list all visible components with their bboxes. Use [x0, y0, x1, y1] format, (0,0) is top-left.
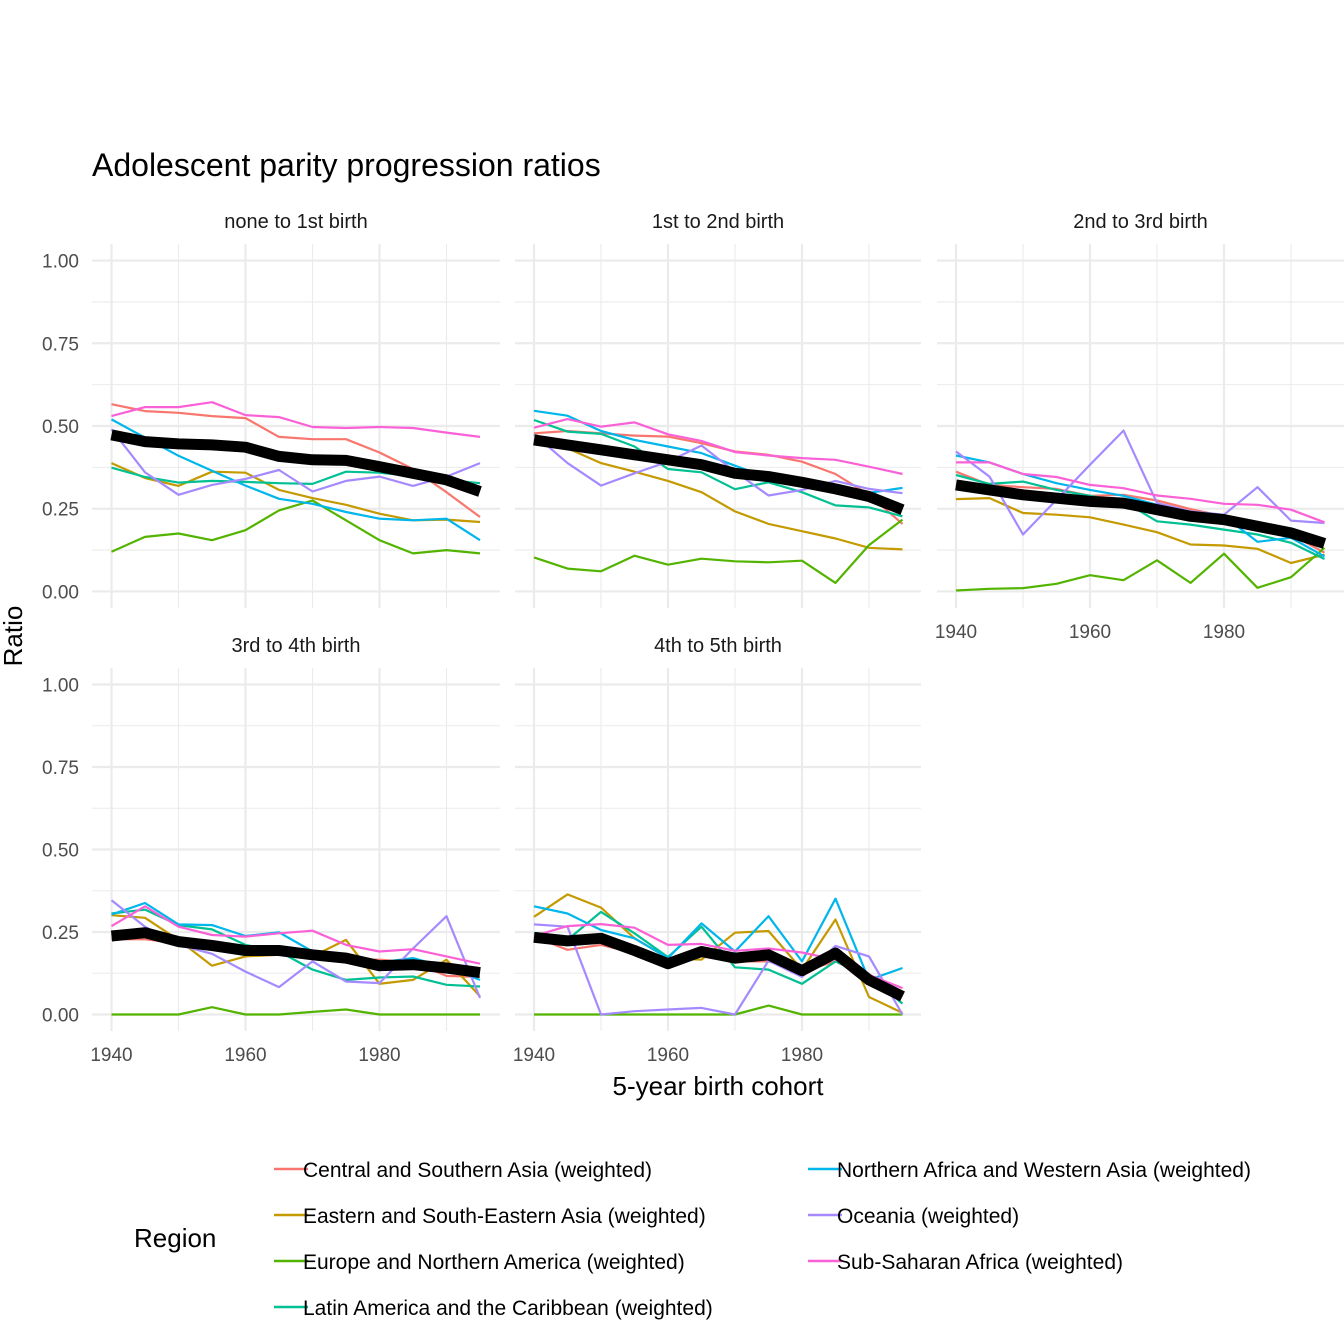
- y-tick-label: 1.00: [42, 676, 79, 697]
- legend-title: Region: [134, 1223, 216, 1253]
- series-line: [533, 418, 903, 476]
- x-tick-label: 1960: [224, 1045, 266, 1066]
- x-tick-label: 1980: [1203, 622, 1245, 643]
- series-line: [533, 923, 904, 1016]
- series-line: [110, 418, 481, 542]
- series-line: [533, 418, 903, 518]
- y-tick-label: 0.50: [42, 417, 79, 438]
- series-line: [955, 429, 1325, 536]
- legend-label: Eastern and South-Eastern Asia (weighted…: [303, 1205, 706, 1228]
- series-line: [110, 905, 481, 965]
- series-line: [956, 461, 1325, 524]
- x-tick-label: 1940: [935, 622, 977, 643]
- y-tick-label: 0.25: [42, 923, 79, 944]
- y-tick-label: 1.00: [42, 252, 79, 273]
- x-axis-title: 5-year birth cohort: [613, 1071, 825, 1101]
- legend-label: Europe and Northern America (weighted): [303, 1251, 685, 1274]
- series-line: [533, 518, 904, 585]
- series-line-overall: [110, 927, 481, 979]
- legend-item: Latin America and the Caribbean (weighte…: [274, 1297, 713, 1320]
- series-line: [111, 499, 481, 555]
- legend: Region Central and Southern Asia (weight…: [134, 1159, 1251, 1320]
- facet-strip-title: none to 1st birth: [224, 211, 367, 233]
- x-tick-label: 1940: [90, 1045, 132, 1066]
- facet-panel: 1st to 2nd birth: [515, 211, 921, 608]
- series-line: [533, 433, 903, 497]
- series-line-overall: [110, 429, 482, 497]
- series-line-overall: [533, 434, 905, 515]
- legend-item: Europe and Northern America (weighted): [274, 1251, 685, 1274]
- chart-title: Adolescent parity progression ratios: [92, 147, 601, 183]
- facet-strip-title: 3rd to 4th birth: [232, 635, 361, 657]
- series-line: [111, 901, 481, 981]
- facet-panel: 3rd to 4th birth 0.00 0.25 0.50 0.75 1.00 1940…: [42, 635, 500, 1066]
- legend-item: Oceania (weighted): [808, 1205, 1019, 1228]
- facet-strip-title: 1st to 2nd birth: [652, 211, 784, 233]
- series-line: [534, 1004, 903, 1016]
- series-line: [955, 497, 1325, 565]
- y-tick-label: 0.00: [42, 582, 79, 603]
- facet-panels: none to 1st birth 0.00 0.25 0.50 0.75 1.00 1st…: [42, 211, 1344, 1066]
- facet-panel: none to 1st birth 0.00 0.25 0.50 0.75 1.00: [42, 211, 500, 608]
- y-tick-label: 0.50: [42, 841, 79, 862]
- legend-item: Northern Africa and Western Asia (weight…: [808, 1159, 1251, 1182]
- y-tick-label: 0.75: [42, 334, 79, 355]
- facet-panel: 2nd to 3rd birth 1940 1960 1980: [935, 211, 1344, 643]
- series-line: [110, 428, 481, 496]
- y-tick-label: 0.75: [42, 758, 79, 779]
- series-line: [533, 433, 903, 551]
- legend-label: Central and Southern Asia (weighted): [303, 1159, 652, 1182]
- x-tick-label: 1980: [781, 1045, 823, 1066]
- x-tick-label: 1940: [513, 1045, 555, 1066]
- facet-strip-title: 4th to 5th birth: [654, 635, 782, 657]
- legend-label: Sub-Saharan Africa (weighted): [837, 1251, 1123, 1274]
- x-tick-label: 1960: [647, 1045, 689, 1066]
- facet-strip-title: 2nd to 3rd birth: [1073, 211, 1208, 233]
- legend-label: Latin America and the Caribbean (weighte…: [303, 1297, 713, 1320]
- y-tick-label: 0.25: [42, 500, 79, 521]
- series-line-overall: [533, 931, 905, 1002]
- series-line: [111, 401, 481, 438]
- y-axis-title: Ratio: [0, 606, 28, 667]
- series-line: [955, 546, 1326, 592]
- x-tick-label: 1980: [358, 1045, 400, 1066]
- series-line: [111, 1006, 480, 1016]
- legend-label: Oceania (weighted): [837, 1205, 1019, 1228]
- legend-label: Northern Africa and Western Asia (weight…: [837, 1159, 1251, 1182]
- legend-item: Central and Southern Asia (weighted): [274, 1159, 652, 1182]
- facet-panel: 4th to 5th birth 1940 1960 1980: [513, 635, 921, 1066]
- series-line: [533, 897, 903, 982]
- series-line-overall: [955, 479, 1327, 549]
- y-tick-label: 0.00: [42, 1006, 79, 1027]
- legend-item: Sub-Saharan Africa (weighted): [808, 1251, 1123, 1274]
- x-tick-label: 1960: [1069, 622, 1111, 643]
- legend-item: Eastern and South-Eastern Asia (weighted…: [274, 1205, 706, 1228]
